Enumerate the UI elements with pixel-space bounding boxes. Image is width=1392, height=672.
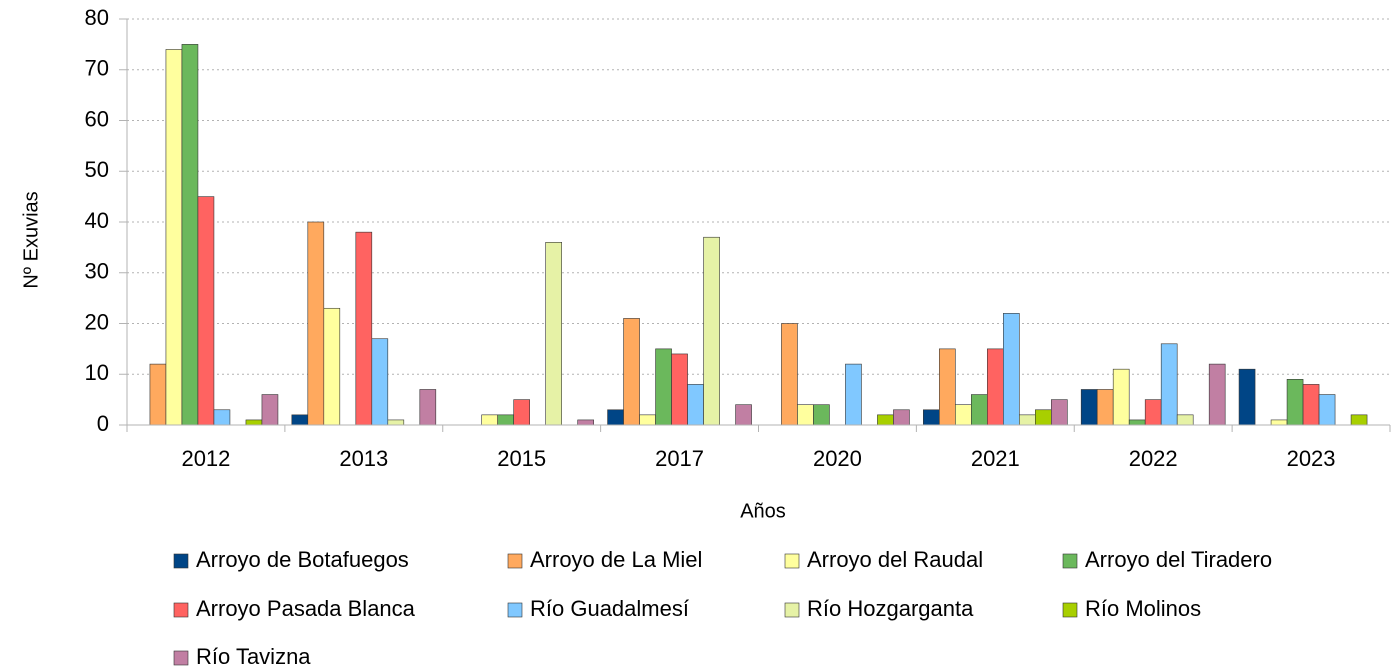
bar xyxy=(813,404,830,426)
y-tick-label: 80 xyxy=(85,5,109,30)
x-tick-label: 2020 xyxy=(813,446,862,471)
bar xyxy=(893,409,910,426)
bar xyxy=(1318,394,1336,426)
bar xyxy=(955,404,972,426)
bar xyxy=(1019,414,1036,426)
bar xyxy=(703,236,720,426)
bar xyxy=(1350,414,1368,426)
y-tick-label: 10 xyxy=(85,360,109,385)
legend-label: Río Hozgarganta xyxy=(807,596,974,621)
x-tick-label: 2012 xyxy=(181,446,230,471)
bar xyxy=(1112,368,1130,426)
bar xyxy=(355,231,373,426)
legend-label: Río Molinos xyxy=(1085,596,1201,621)
legend-label: Arroyo de Botafuegos xyxy=(196,547,409,572)
bar xyxy=(1003,313,1020,426)
bar xyxy=(197,196,215,426)
bar xyxy=(165,49,183,426)
bar xyxy=(939,348,956,426)
bar xyxy=(307,221,325,426)
legend-label: Río Tavizna xyxy=(196,644,311,669)
legend-swatch xyxy=(1062,553,1078,569)
y-tick-label: 40 xyxy=(85,208,109,233)
legend-label: Arroyo de La Miel xyxy=(530,547,702,572)
bar xyxy=(687,384,704,426)
bar xyxy=(1035,409,1052,426)
legend-label: Arroyo Pasada Blanca xyxy=(196,596,416,621)
bar xyxy=(387,419,405,426)
bar xyxy=(1128,419,1146,426)
legend-swatch xyxy=(173,553,189,569)
bar xyxy=(1208,363,1226,426)
bar xyxy=(1176,414,1194,426)
bar xyxy=(1238,368,1256,426)
legend-label: Río Guadalmesí xyxy=(530,596,689,621)
legend-swatch xyxy=(784,553,800,569)
bar xyxy=(481,414,498,426)
bar xyxy=(245,419,263,426)
bar xyxy=(1286,379,1304,426)
bar xyxy=(671,353,688,426)
bar xyxy=(291,414,309,426)
bar xyxy=(371,338,389,426)
y-tick-label: 50 xyxy=(85,157,109,182)
legend-swatch xyxy=(173,602,189,618)
legend-label: Arroyo del Raudal xyxy=(807,547,983,572)
legend-swatch xyxy=(507,553,523,569)
bar xyxy=(987,348,1004,426)
y-tick-label: 60 xyxy=(85,106,109,131)
bar xyxy=(213,409,231,426)
bar xyxy=(149,363,167,426)
legend-swatch xyxy=(173,650,189,666)
x-tick-label: 2022 xyxy=(1129,446,1178,471)
bar xyxy=(1160,343,1178,426)
x-tick-label: 2017 xyxy=(655,446,704,471)
x-tick-label: 2023 xyxy=(1287,446,1336,471)
bar xyxy=(877,414,894,426)
y-tick-label: 30 xyxy=(85,259,109,284)
bar xyxy=(655,348,672,426)
bar xyxy=(923,409,940,426)
bar xyxy=(781,323,798,426)
bar xyxy=(513,399,530,426)
bar xyxy=(1096,389,1114,426)
legend-swatch xyxy=(1062,602,1078,618)
bar xyxy=(607,409,624,426)
bar xyxy=(1270,419,1288,426)
bar xyxy=(323,307,341,426)
x-axis-label: Años xyxy=(740,500,786,522)
legend-swatch xyxy=(507,602,523,618)
x-tick-label: 2015 xyxy=(497,446,546,471)
legend-label: Arroyo del Tiradero xyxy=(1085,547,1272,572)
bar xyxy=(1302,384,1320,426)
bar xyxy=(545,242,562,426)
x-tick-label: 2021 xyxy=(971,446,1020,471)
bar xyxy=(497,414,514,426)
legend-swatch xyxy=(784,602,800,618)
bar xyxy=(419,389,437,426)
bar xyxy=(971,394,988,426)
bar xyxy=(845,363,862,426)
y-tick-label: 0 xyxy=(97,411,109,436)
bar xyxy=(181,44,199,426)
x-tick-label: 2013 xyxy=(339,446,388,471)
bar xyxy=(639,414,656,426)
y-tick-label: 20 xyxy=(85,309,109,334)
bar xyxy=(623,318,640,426)
bar xyxy=(735,404,752,426)
bar xyxy=(797,404,814,426)
bar xyxy=(1080,389,1098,426)
bar xyxy=(1144,399,1162,426)
bar xyxy=(261,394,279,426)
bar xyxy=(577,419,594,426)
y-axis-label: Nº Exuvias xyxy=(20,191,42,288)
bar xyxy=(1051,399,1068,426)
y-tick-label: 70 xyxy=(85,56,109,81)
